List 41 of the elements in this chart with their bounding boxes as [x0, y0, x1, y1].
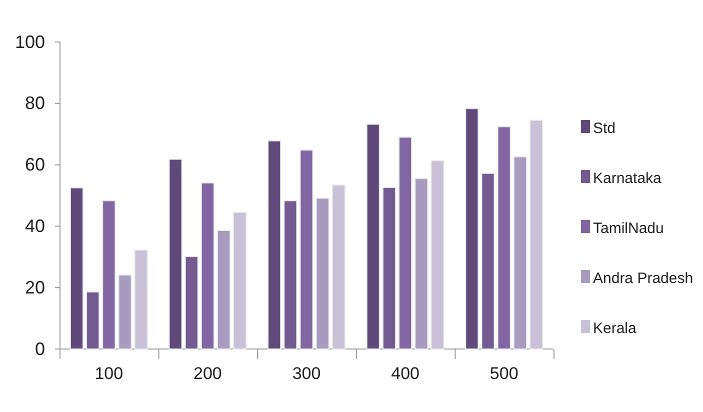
- bar: [316, 198, 330, 350]
- bar: [398, 136, 412, 350]
- bar: [184, 256, 198, 350]
- y-tick-label: 40: [24, 216, 45, 236]
- bar: [70, 187, 84, 350]
- bar: [168, 158, 182, 350]
- legend-label: Karnataka: [593, 170, 662, 187]
- bar: [465, 108, 479, 350]
- bar: [217, 230, 231, 350]
- x-tick-label: 500: [490, 364, 518, 384]
- legend-label: Andra Pradesh: [593, 270, 694, 287]
- bar: [118, 274, 132, 350]
- bar: [430, 160, 444, 350]
- bar: [366, 124, 380, 350]
- y-tick-label: 60: [24, 154, 45, 175]
- legend-label: Std: [593, 120, 616, 137]
- bar: [268, 140, 282, 350]
- bar: [332, 184, 346, 350]
- bar: [414, 178, 428, 350]
- x-tick-label: 400: [391, 364, 420, 384]
- bar: [284, 200, 298, 350]
- bar: [529, 120, 544, 350]
- y-tick-label: 80: [24, 93, 45, 114]
- y-tick-label: 0: [34, 338, 45, 359]
- x-tick-label: 200: [194, 364, 222, 384]
- bar: [300, 150, 314, 350]
- x-tick-label: 300: [292, 364, 321, 384]
- bar: [233, 212, 247, 350]
- y-tick-label: 20: [24, 277, 45, 298]
- bar: [382, 187, 396, 350]
- legend-label: Kerala: [593, 320, 638, 337]
- bar: [134, 250, 148, 350]
- bar: [200, 182, 214, 350]
- bar: [102, 200, 116, 350]
- bar: [497, 126, 511, 350]
- x-tick-label: 100: [94, 364, 124, 384]
- bar: [513, 156, 527, 350]
- bar: [481, 172, 495, 350]
- legend-label: TamilNadu: [593, 220, 664, 237]
- bar: [86, 291, 100, 350]
- y-tick-label: 100: [14, 32, 45, 52]
